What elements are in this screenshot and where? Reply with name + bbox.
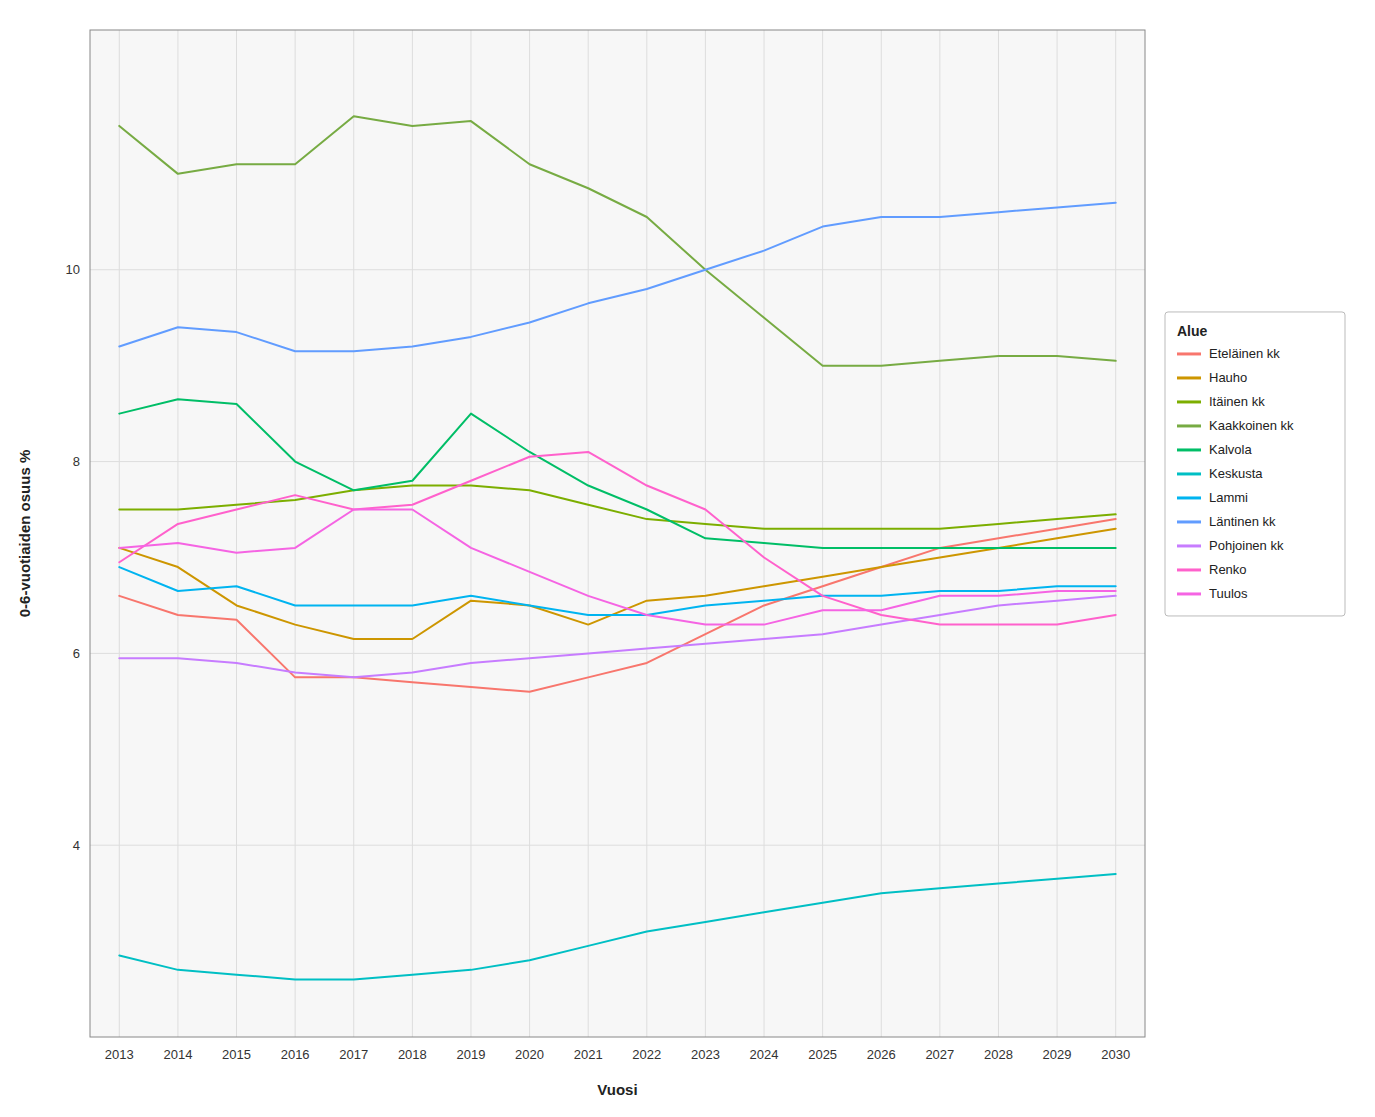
- legend-swatch: [1177, 376, 1201, 379]
- x-tick-label: 2029: [1043, 1047, 1072, 1062]
- x-tick-label: 2017: [339, 1047, 368, 1062]
- x-tick-label: 2024: [750, 1047, 779, 1062]
- series-line: [119, 510, 1115, 625]
- x-grid-line: [1057, 30, 1058, 1037]
- legend-label: Renko: [1209, 562, 1247, 577]
- x-tick-label: 2016: [281, 1047, 310, 1062]
- x-grid-line: [412, 30, 413, 1037]
- legend-label: Keskusta: [1209, 466, 1263, 481]
- legend-title: Alue: [1177, 323, 1208, 339]
- plot-area: [90, 30, 1145, 1037]
- x-tick-label: 2026: [867, 1047, 896, 1062]
- series-line: [119, 874, 1115, 980]
- x-grid-line: [236, 30, 237, 1037]
- legend-swatch: [1177, 352, 1201, 355]
- legend-swatch: [1177, 496, 1201, 499]
- legend-label: Lammi: [1209, 490, 1248, 505]
- x-grid-line: [295, 30, 296, 1037]
- y-grid-line: [90, 461, 1145, 462]
- chart: 2013 2014 2015 2016 2017 2018 2019 2020 2021 2022…: [0, 0, 1375, 1117]
- y-tick-label: 6: [73, 646, 80, 661]
- y-tick-label: 4: [73, 838, 80, 853]
- legend-label: Kalvola: [1209, 442, 1252, 457]
- x-grid-line: [588, 30, 589, 1037]
- series-line: [119, 452, 1115, 625]
- x-grid-line: [939, 30, 940, 1037]
- y-tick-label: 10: [66, 262, 80, 277]
- y-grid-line: [90, 269, 1145, 270]
- series-line: [119, 596, 1115, 678]
- x-tick-label: 2013: [105, 1047, 134, 1062]
- legend-swatch: [1177, 448, 1201, 451]
- series-line: [119, 399, 1115, 548]
- x-tick-label: 2023: [691, 1047, 720, 1062]
- x-tick-label: 2018: [398, 1047, 427, 1062]
- tick-labels: 2013 2014 2015 2016 2017 2018 2019 2020 2021 2022…: [66, 262, 1131, 1062]
- legend-swatch: [1177, 400, 1201, 403]
- series-line: [119, 529, 1115, 639]
- plot-frame: [90, 30, 1145, 1037]
- x-tick-label: 2021: [574, 1047, 603, 1062]
- x-grid-line: [822, 30, 823, 1037]
- x-tick-label: 2027: [925, 1047, 954, 1062]
- series-line: [119, 486, 1115, 529]
- x-tick-label: 2030: [1101, 1047, 1130, 1062]
- x-grid-line: [119, 30, 120, 1037]
- y-axis-title: 0-6-vuotiaiden osuus %: [16, 450, 33, 618]
- x-grid-line: [177, 30, 178, 1037]
- x-grid-line: [470, 30, 471, 1037]
- y-grid-line: [90, 653, 1145, 654]
- x-grid-line: [764, 30, 765, 1037]
- x-grid-line: [881, 30, 882, 1037]
- lines: [119, 116, 1115, 979]
- legend-label: Itäinen kk: [1209, 394, 1265, 409]
- x-tick-label: 2028: [984, 1047, 1013, 1062]
- x-grid-line: [646, 30, 647, 1037]
- legend-swatch: [1177, 544, 1201, 547]
- x-tick-label: 2025: [808, 1047, 837, 1062]
- x-grid-line: [529, 30, 530, 1037]
- series-line: [119, 203, 1115, 352]
- legend-swatch: [1177, 592, 1201, 595]
- legend-swatch: [1177, 472, 1201, 475]
- legend-swatch: [1177, 424, 1201, 427]
- x-tick-label: 2014: [163, 1047, 192, 1062]
- x-grid-line: [1115, 30, 1116, 1037]
- x-axis-title: Vuosi: [597, 1081, 637, 1098]
- x-tick-label: 2019: [457, 1047, 486, 1062]
- y-grid-line: [90, 845, 1145, 846]
- y-tick-label: 8: [73, 454, 80, 469]
- x-grid-line: [998, 30, 999, 1037]
- x-grid-line: [705, 30, 706, 1037]
- x-grid-line: [353, 30, 354, 1037]
- legend-swatch: [1177, 520, 1201, 523]
- x-tick-label: 2020: [515, 1047, 544, 1062]
- legend-label: Eteläinen kk: [1209, 346, 1280, 361]
- x-tick-label: 2015: [222, 1047, 251, 1062]
- series-line: [119, 116, 1115, 365]
- legend-label: Läntinen kk: [1209, 514, 1276, 529]
- legend-label: Kaakkoinen kk: [1209, 418, 1294, 433]
- legend-label: Tuulos: [1209, 586, 1248, 601]
- series-line: [119, 567, 1115, 615]
- legend-label: Hauho: [1209, 370, 1247, 385]
- x-tick-label: 2022: [632, 1047, 661, 1062]
- legend-label: Pohjoinen kk: [1209, 538, 1284, 553]
- legend-swatch: [1177, 568, 1201, 571]
- legend: AlueEteläinen kk Hauho Itäinen kk Kaakkoine…: [1165, 312, 1345, 616]
- legend-box: [1165, 312, 1345, 616]
- grid: [90, 30, 1145, 1037]
